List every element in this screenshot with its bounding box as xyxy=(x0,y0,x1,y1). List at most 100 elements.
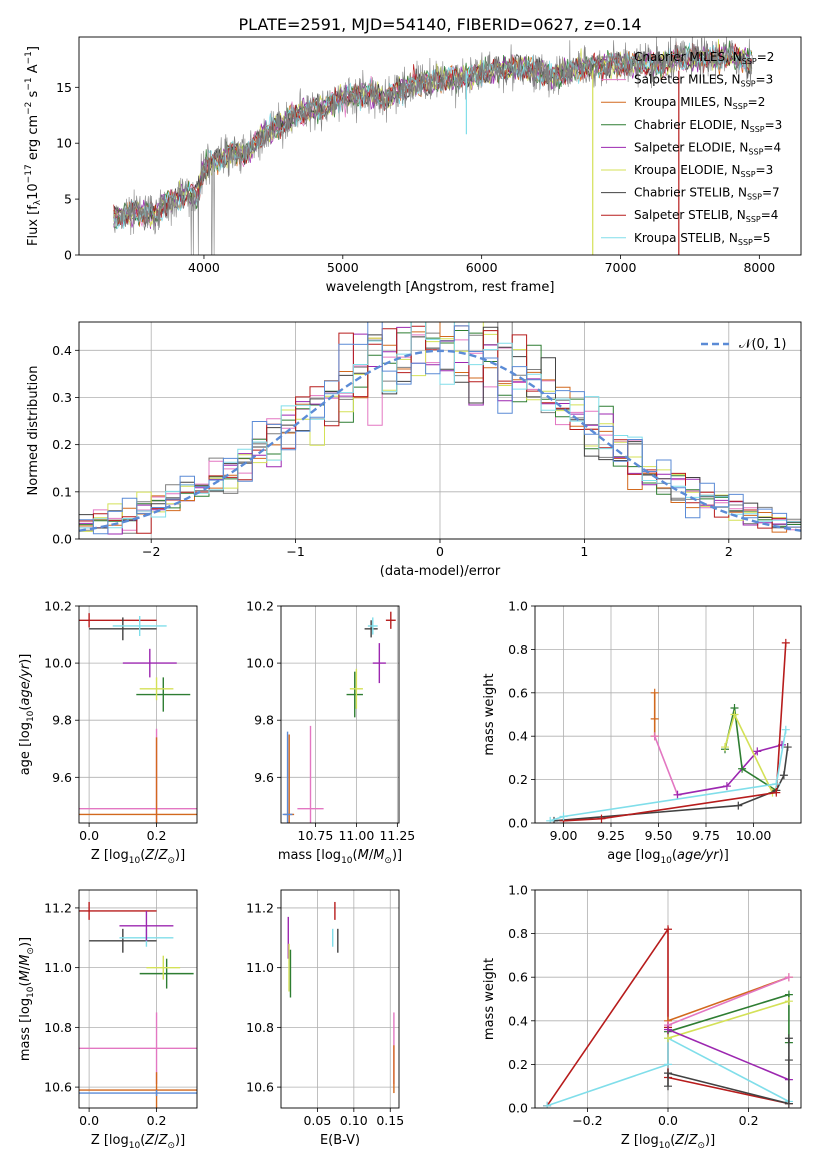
age_vs_mass-ytick-label: 10.0 xyxy=(246,656,274,671)
mass_weight_vs_age-xtick-label: 9.50 xyxy=(645,828,673,843)
mass_vs_Z-ylabel: mass [log10(M/M⊙)] xyxy=(18,937,36,1061)
age_vs_Z-ytick-label: 9.6 xyxy=(52,770,72,785)
mass_weight_vs_Z-marker-7-3 xyxy=(784,1056,793,1065)
mass_weight_vs_age-marker-6-2 xyxy=(772,788,781,797)
legend-label-0: Chabrier MILES, NSSP=2 xyxy=(634,50,774,66)
legend-label-4: Salpeter ELODIE, NSSP=4 xyxy=(634,140,781,156)
spectrum-xtick-label: 8000 xyxy=(743,260,775,275)
legend-label-5: Kroupa ELODIE, NSSP=3 xyxy=(634,163,773,179)
spectrum-ytick-label: 10 xyxy=(56,136,72,151)
mass_weight_vs_age-xtick-label: 9.75 xyxy=(692,828,720,843)
mass_weight_vs_Z-xtick-label: 0.2 xyxy=(739,1113,759,1128)
mass_weight_vs_age-marker-0-1 xyxy=(650,714,659,723)
residual-hist-9 xyxy=(79,322,801,535)
mass_weight_vs_Z-xlabel: Z [log10(Z/Z⊙)] xyxy=(621,1133,715,1151)
mass_weight_vs_age-axes: 9.00 9.25 9.50 9.75 10.00 0.0 0.2 0.4 0.6 0.8 1.0 xyxy=(508,599,801,843)
mass_weight_vs_age-ytick-label: 0.2 xyxy=(508,772,528,787)
residual-legend-label: 𝒩(0, 1) xyxy=(739,337,786,352)
mass_weight_vs_Z-ytick-label: 1.0 xyxy=(508,883,528,898)
residuals-ytick-label: 0.0 xyxy=(52,532,72,547)
mass_weight_vs_age-marker-5-1 xyxy=(734,801,743,810)
mass_weight_vs_age-marker-5-4 xyxy=(783,743,792,752)
age_vs_Z-ytick-label: 9.8 xyxy=(52,713,72,728)
mass_weight_vs_Z-marker-7-2 xyxy=(784,1099,793,1108)
mass_weight_vs_age-marker-5-3 xyxy=(779,771,788,780)
legend-label-1: Salpeter MILES, NSSP=3 xyxy=(634,73,773,89)
spectrum-ytick-label: 5 xyxy=(64,192,72,207)
mass_weight_vs_Z-series-1 xyxy=(546,1036,790,1107)
age_vs_Z-point-4 xyxy=(136,677,191,712)
mass_vs_EBV-frame xyxy=(280,889,400,1109)
mass_weight_vs_age-ylabel: mass weight xyxy=(482,673,497,755)
age_vs_mass-axes: 10.75 11.00 11.25 9.6 9.8 10.0 10.2 xyxy=(246,599,415,844)
mass_vs_Z-xlabel: Z [log10(Z/Z⊙)] xyxy=(91,1133,185,1151)
age_vs_mass-xtick-label: 10.75 xyxy=(298,828,334,843)
spectrum-model-6 xyxy=(113,44,753,226)
mass_vs_EBV-axes: 0.05 0.10 0.15 10.6 10.8 11.0 11.2 xyxy=(246,890,404,1128)
age_vs_Z-point-1 xyxy=(89,617,157,641)
mass_weight_vs_age-marker-2-1 xyxy=(722,782,731,791)
age_vs_Z-xtick-label: 0.2 xyxy=(147,828,167,843)
spectrum-xtick-label: 6000 xyxy=(466,260,498,275)
age_vs_Z-point-2 xyxy=(112,615,167,636)
age_vs_Z-point-0 xyxy=(79,613,157,628)
mass_weight_vs_Z-marker-7-4 xyxy=(784,1034,793,1043)
age_vs_mass-point-0 xyxy=(385,611,396,629)
mass_vs_EBV-xtick-label: 0.05 xyxy=(303,1113,331,1128)
mass_weight_vs_age-marker-4-0 xyxy=(721,743,729,752)
mass_weight_vs_Z-marker-7-0 xyxy=(664,1082,672,1091)
age_vs_Z-frame xyxy=(78,605,198,824)
mass_vs_Z-xtick-label: 0.0 xyxy=(79,1113,99,1128)
mass_weight_vs_age-marker-3-2 xyxy=(738,764,747,773)
residuals-xtick-label: 0 xyxy=(436,544,444,559)
mass_weight_vs_age-marker-1-0 xyxy=(650,732,659,741)
age_vs_mass-xtick-label: 11.00 xyxy=(338,828,374,843)
residuals-ytick-label: 0.3 xyxy=(52,390,72,405)
mass_vs_Z-ytick-label: 10.6 xyxy=(44,1080,72,1095)
mass_weight_vs_age-marker-0-0 xyxy=(650,688,659,697)
legend-label-6: Chabrier STELIB, NSSP=7 xyxy=(634,186,780,202)
residuals-xtick-label: 1 xyxy=(580,544,588,559)
mass_weight_vs_Z-marker-1-0 xyxy=(543,1101,552,1108)
mass_weight_vs_Z-ytick-label: 0.6 xyxy=(508,970,528,985)
age_vs_mass-ytick-label: 9.6 xyxy=(254,770,274,785)
mass_weight_vs_Z-ytick-label: 0.0 xyxy=(508,1101,528,1116)
mass_weight_vs_age-series-7 xyxy=(549,729,787,822)
mass_weight_vs_Z-series-3 xyxy=(667,976,790,1026)
mass_weight_vs_age-ytick-label: 1.0 xyxy=(508,599,528,614)
spectrum-ytick-label: 0 xyxy=(64,248,72,263)
mass_weight_vs_age-ytick-label: 0.4 xyxy=(508,729,528,744)
age_vs_mass-xtick-label: 11.25 xyxy=(379,828,415,843)
residuals-xlabel: (data-model)/error xyxy=(380,564,501,579)
mass_vs_EBV-xlabel: E(B-V) xyxy=(320,1133,360,1148)
mass_vs_Z-point-8 xyxy=(79,1090,197,1097)
spectrum-frame xyxy=(78,36,802,256)
age_vs_mass-ytick-label: 9.8 xyxy=(254,713,274,728)
mass_weight_vs_age-series-6 xyxy=(563,642,787,822)
age_vs_Z-ytick-label: 10.2 xyxy=(44,599,72,614)
age_vs_mass-frame xyxy=(280,605,400,824)
mass_weight_vs_Z-marker-6-0 xyxy=(664,1025,672,1034)
mass_weight_vs_age-marker-7-2 xyxy=(772,779,781,788)
spectrum-xtick-label: 7000 xyxy=(605,260,637,275)
age_vs_mass-point-1 xyxy=(364,620,378,638)
mass_weight_vs_age-marker-4-1 xyxy=(730,710,739,719)
mass_weight_vs_Z-ytick-label: 0.2 xyxy=(508,1057,528,1072)
age_vs_Z-point-7 xyxy=(79,737,197,823)
age_vs_Z-ylabel: age [log10(age/yr)] xyxy=(18,654,36,776)
mass_vs_EBV-xtick-label: 0.15 xyxy=(376,1113,404,1128)
age_vs_mass-ytick-label: 10.2 xyxy=(246,599,274,614)
mass_weight_vs_age-marker-6-1 xyxy=(597,814,606,823)
mass_vs_Z-point-4 xyxy=(139,958,194,989)
age_vs_mass-xlabel: mass [log10(M/M⊙)] xyxy=(278,848,402,866)
mass_weight_vs_Z-ylabel: mass weight xyxy=(482,958,497,1040)
mass_weight_vs_age-marker-7-1 xyxy=(559,812,568,821)
legend-label-2: Kroupa MILES, NSSP=2 xyxy=(634,95,765,111)
age_vs_mass-point-8 xyxy=(282,731,293,823)
spectrum-data-line xyxy=(113,37,753,255)
age_vs_Z-ytick-label: 10.0 xyxy=(44,656,72,671)
residuals-xtick-label: −1 xyxy=(286,544,304,559)
mass_weight_vs_Z-frame xyxy=(534,889,802,1109)
